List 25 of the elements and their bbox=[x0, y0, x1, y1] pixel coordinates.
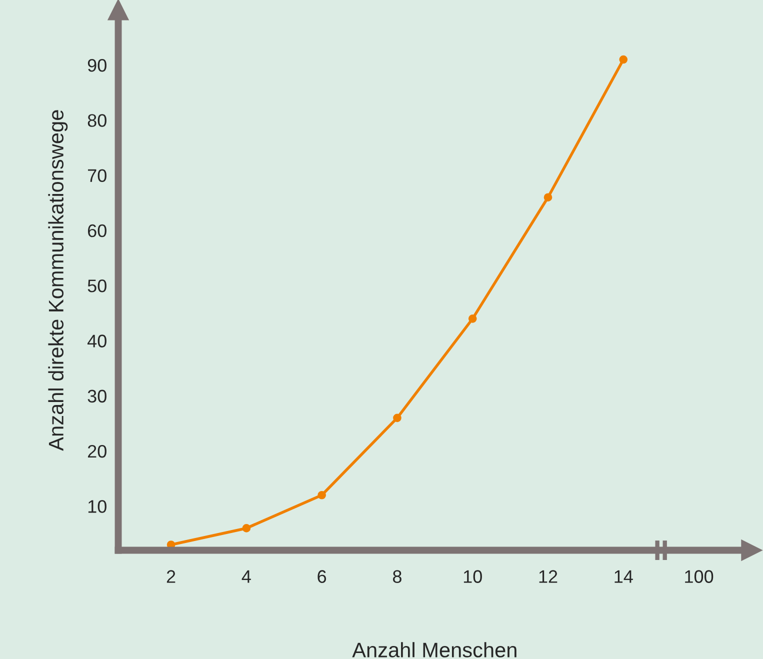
y-tick-label: 50 bbox=[88, 280, 106, 292]
y-tick-label: 40 bbox=[87, 334, 106, 348]
y-tick-label: 80 bbox=[88, 114, 106, 127]
y-tick-label: 20 bbox=[88, 444, 106, 458]
x-tick-label: 10 bbox=[464, 570, 482, 583]
y-tick-label: 90 bbox=[88, 58, 106, 72]
point bbox=[242, 524, 251, 532]
point bbox=[468, 314, 477, 323]
y-tick-label: 10 bbox=[88, 500, 106, 513]
x-tick-label: 4 bbox=[242, 570, 251, 583]
y-tick-label: 70 bbox=[88, 169, 106, 182]
y-axis-title: Anzahl direkte Kommunikationswege bbox=[48, 110, 68, 451]
x-tick-label: 6 bbox=[318, 570, 326, 583]
x-tick-label: 12 bbox=[539, 570, 558, 583]
x-tick-label: 8 bbox=[392, 570, 402, 583]
point bbox=[393, 414, 402, 422]
point bbox=[544, 193, 552, 202]
x-tick-label: 100 bbox=[685, 570, 714, 583]
y-tick-label: 30 bbox=[88, 390, 106, 403]
y-tick-label: 60 bbox=[88, 224, 106, 238]
point bbox=[318, 490, 326, 500]
x-axis-title: Anzahl Menschen bbox=[352, 642, 516, 658]
x-tick-label: 2 bbox=[166, 570, 176, 583]
point bbox=[619, 55, 628, 64]
x-tick-label: 14 bbox=[614, 570, 633, 583]
